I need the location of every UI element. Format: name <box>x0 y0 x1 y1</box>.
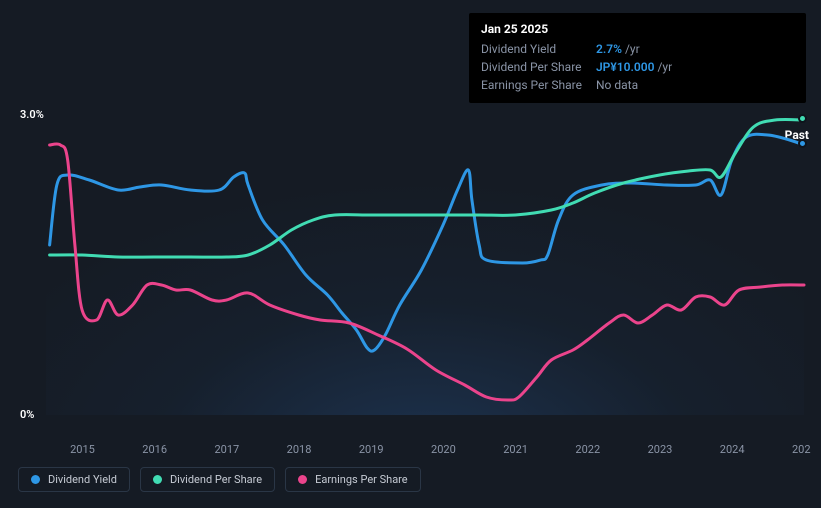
x-tick: 202 <box>792 443 811 456</box>
x-tick: 2020 <box>431 443 456 456</box>
y-tick-max: 3.0% <box>20 108 44 121</box>
chart-legend: Dividend Yield Dividend Per Share Earnings… <box>18 467 421 492</box>
tooltip-key: Earnings Per Share <box>481 76 596 94</box>
tooltip-value-empty: No data <box>596 76 638 94</box>
series-dividend_per_share <box>50 119 804 257</box>
tooltip-value: JP¥10.000 <box>596 58 654 76</box>
x-tick: 2019 <box>359 443 384 456</box>
series-earnings_per_share <box>50 144 804 400</box>
legend-dot-icon <box>298 475 307 484</box>
end-marker-dividend_yield <box>798 139 807 148</box>
legend-label: Dividend Per Share <box>170 473 262 486</box>
x-tick: 2017 <box>214 443 239 456</box>
series-dividend_yield <box>50 134 804 351</box>
legend-item[interactable]: Earnings Per Share <box>285 467 421 492</box>
tooltip-date: Jan 25 2025 <box>481 22 794 36</box>
end-marker-dividend_per_share <box>798 114 807 123</box>
legend-item[interactable]: Dividend Yield <box>18 467 130 492</box>
x-tick: 2023 <box>648 443 673 456</box>
tooltip-row: Dividend Yield2.7%/yr <box>481 40 794 58</box>
legend-label: Earnings Per Share <box>315 473 408 486</box>
tooltip-unit: /yr <box>657 58 672 76</box>
legend-label: Dividend Yield <box>48 473 117 486</box>
y-tick-min: 0% <box>20 408 34 421</box>
chart-tooltip: Jan 25 2025 Dividend Yield2.7%/yrDividen… <box>469 13 806 103</box>
x-tick: 2022 <box>575 443 600 456</box>
tooltip-row: Dividend Per ShareJP¥10.000/yr <box>481 58 794 76</box>
x-tick: 2018 <box>287 443 312 456</box>
chart-lines <box>46 115 804 415</box>
x-tick: 2015 <box>70 443 95 456</box>
tooltip-key: Dividend Per Share <box>481 58 596 76</box>
x-tick: 2016 <box>142 443 167 456</box>
tooltip-unit: /yr <box>625 40 640 58</box>
legend-dot-icon <box>31 475 40 484</box>
legend-dot-icon <box>153 475 162 484</box>
x-tick: 2021 <box>503 443 528 456</box>
tooltip-key: Dividend Yield <box>481 40 596 58</box>
tooltip-row: Earnings Per ShareNo data <box>481 76 794 94</box>
legend-item[interactable]: Dividend Per Share <box>140 467 275 492</box>
tooltip-value: 2.7% <box>596 40 622 58</box>
x-tick: 2024 <box>720 443 745 456</box>
